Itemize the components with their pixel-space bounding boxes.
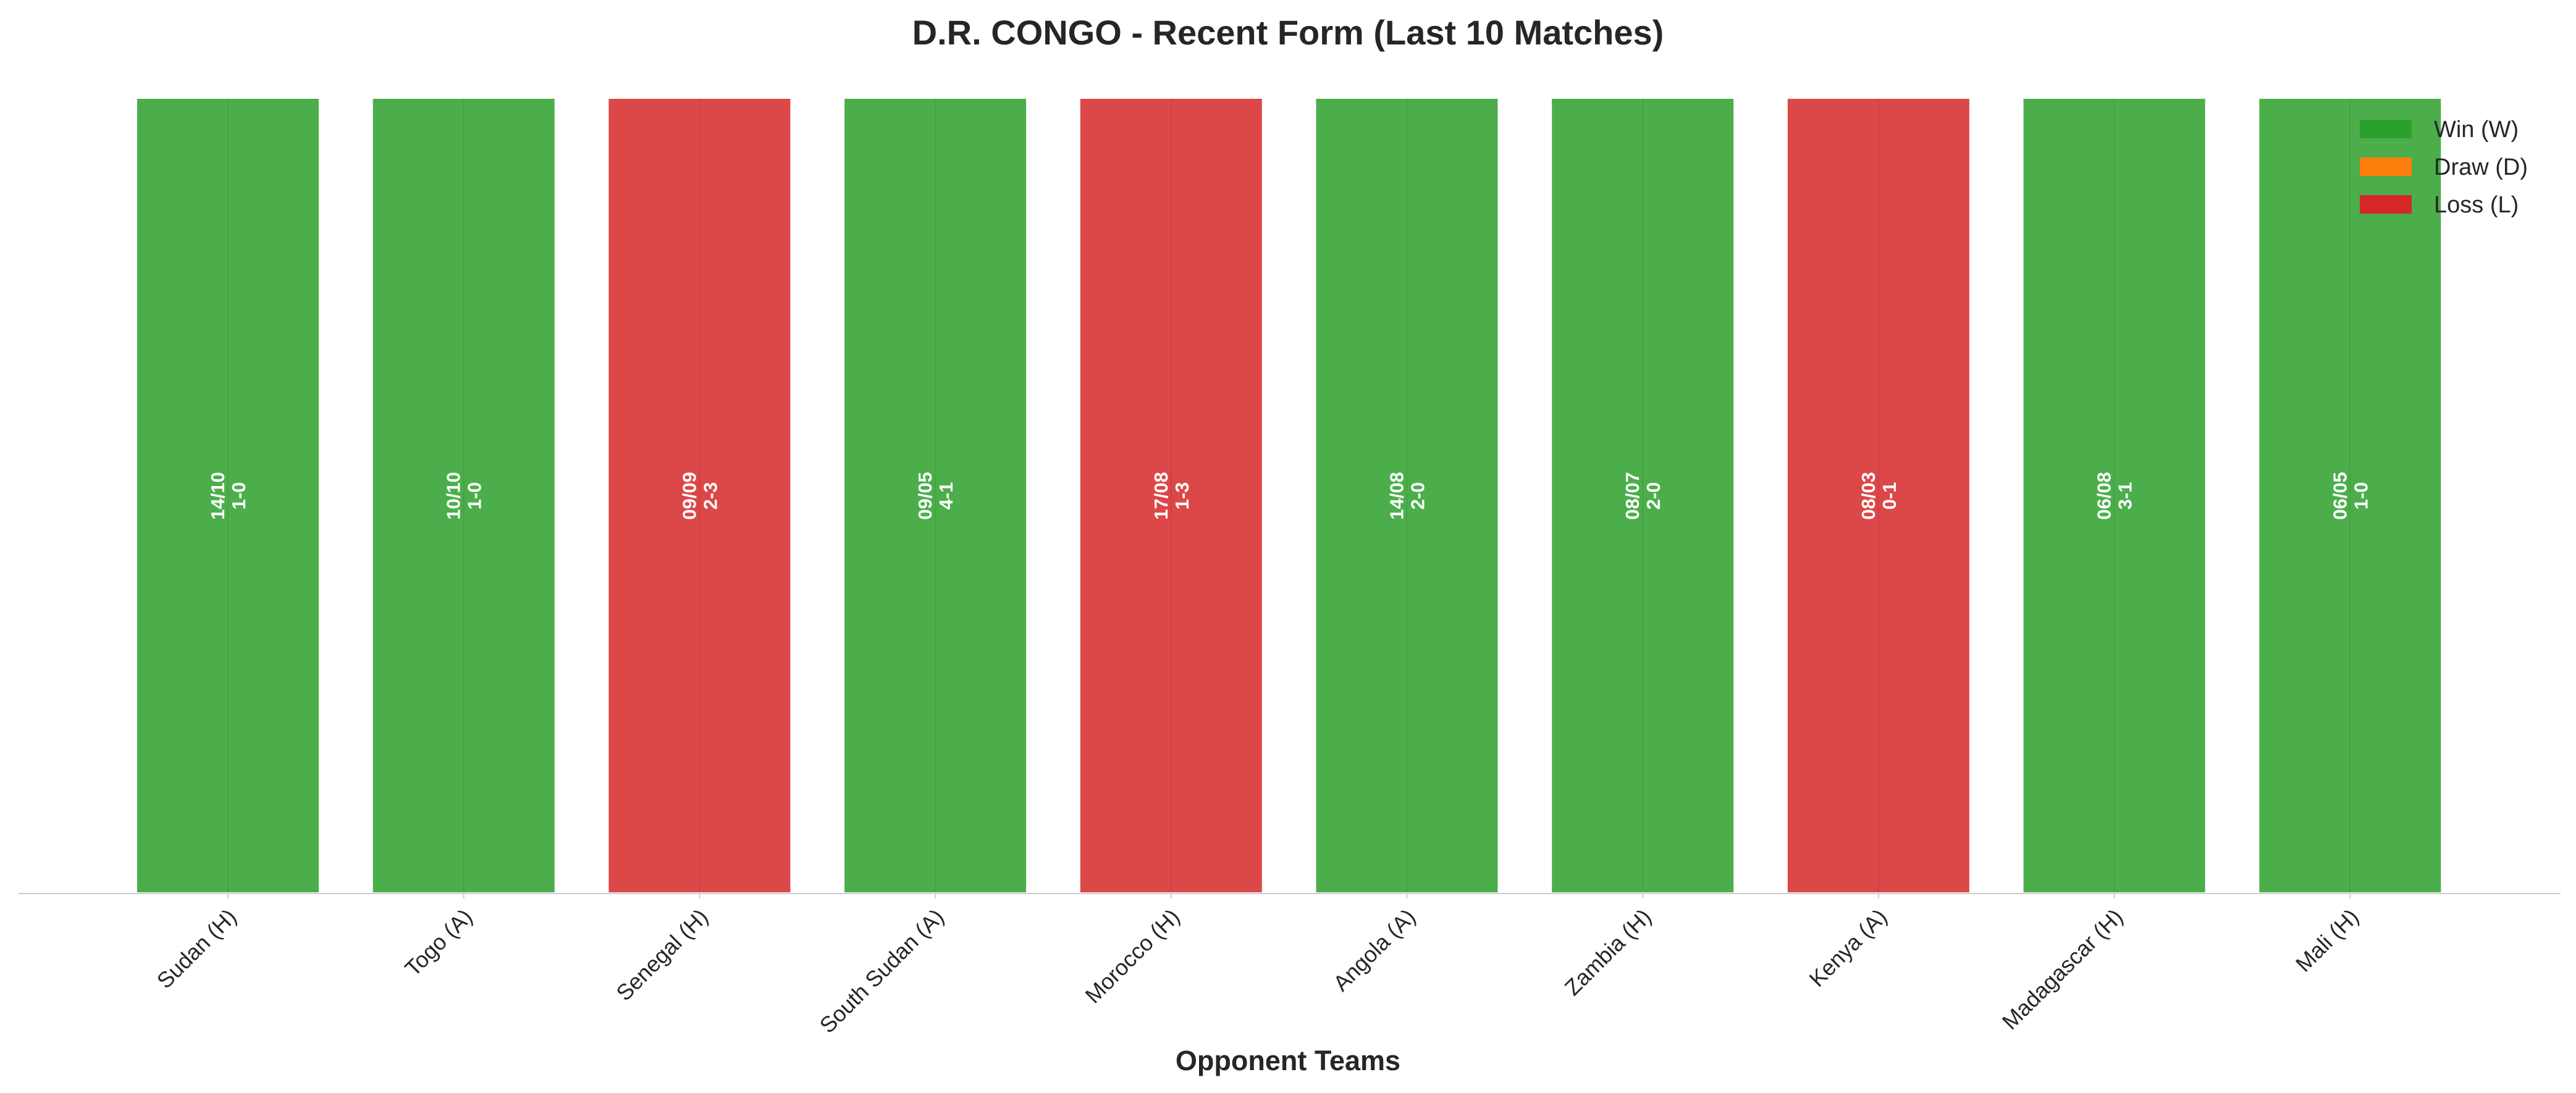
x-tick-label: Zambia (H): [1560, 904, 1656, 1000]
bar-date-label: 06/05: [2329, 472, 2351, 520]
legend-swatch-w: [2360, 120, 2412, 138]
bar-date-label: 08/07: [1622, 472, 1643, 520]
bar-score-label: 3-1: [2115, 482, 2136, 510]
x-tick-label: Mali (H): [2291, 904, 2363, 977]
x-axis-label: Opponent Teams: [1176, 1045, 1400, 1076]
bar-label-5: 17/08 1-3: [1150, 472, 1193, 520]
bar-label-4: 09/05 4-1: [914, 472, 957, 520]
bar-2: [370, 96, 557, 895]
legend-swatch-d: [2360, 157, 2412, 176]
legend: Win (W) Draw (D) Loss (L): [2360, 117, 2528, 218]
bar-1: [135, 96, 321, 895]
legend-label-l: Loss (L): [2434, 192, 2519, 218]
bar-10: [2257, 96, 2444, 895]
bar-3: [606, 96, 793, 895]
bar-score-label: 1-0: [2350, 482, 2372, 510]
bar-date-label: 14/08: [1386, 472, 1408, 520]
bar-label-10: 06/05 1-0: [2329, 472, 2372, 520]
bar-6: [1313, 96, 1501, 895]
x-tick-labels: Sudan (H) Togo (A) Senegal (H) South Sudan …: [152, 894, 2363, 1038]
bar-date-label: 10/10: [443, 472, 465, 520]
bar-date-label: 09/09: [678, 472, 700, 520]
bar-score-label: 1-0: [464, 482, 486, 510]
bar-score-label: 0-1: [1879, 482, 1900, 510]
legend-swatch-l: [2360, 195, 2412, 214]
x-tick-label: Senegal (H): [611, 904, 713, 1006]
bar-date-label: 14/10: [207, 472, 229, 520]
bar-score-label: 4-1: [935, 482, 957, 510]
bar-score-label: 2-0: [1407, 482, 1429, 510]
chart-title: D.R. CONGO - Recent Form (Last 10 Matche…: [912, 13, 1664, 52]
x-tick-label: Madagascar (H): [1997, 904, 2128, 1034]
bar-date-label: 17/08: [1150, 472, 1172, 520]
bar-score-label: 1-3: [1171, 482, 1193, 510]
bar-date-label: 08/03: [1858, 472, 1879, 520]
bar-date-label: 09/05: [914, 472, 936, 520]
bar-label-2: 10/10 1-0: [443, 472, 486, 520]
x-tick-label: Kenya (A): [1804, 904, 1892, 992]
bar-7: [1549, 96, 1736, 895]
bar-date-label: 06/08: [2094, 472, 2115, 520]
legend-label-d: Draw (D): [2434, 154, 2528, 180]
bar-label-3: 09/09 2-3: [678, 472, 721, 520]
bar-label-6: 14/08 2-0: [1386, 472, 1429, 520]
bar-label-8: 08/03 0-1: [1858, 472, 1900, 520]
bar-label-9: 06/08 3-1: [2094, 472, 2136, 520]
bar-score-label: 2-3: [699, 482, 721, 510]
x-tick-label: Morocco (H): [1080, 904, 1184, 1008]
legend-label-w: Win (W): [2434, 117, 2519, 143]
x-tick-label: Sudan (H): [152, 904, 242, 994]
bar-score-label: 1-0: [228, 482, 250, 510]
bar-5: [1077, 96, 1265, 895]
bar-4: [842, 96, 1029, 895]
x-tick-label: Togo (A): [400, 904, 477, 981]
bar-score-label: 2-0: [1643, 482, 1664, 510]
bar-label-1: 14/10 1-0: [207, 472, 250, 520]
x-tick-label: South Sudan (A): [815, 904, 949, 1038]
bars-layer: 14/10 1-0 10/10 1-0 09/09 2-3 09/05 4-1 17/08 1-3…: [135, 96, 2444, 895]
bar-label-7: 08/07 2-0: [1622, 472, 1664, 520]
x-tick-label: Angola (A): [1328, 904, 1420, 996]
